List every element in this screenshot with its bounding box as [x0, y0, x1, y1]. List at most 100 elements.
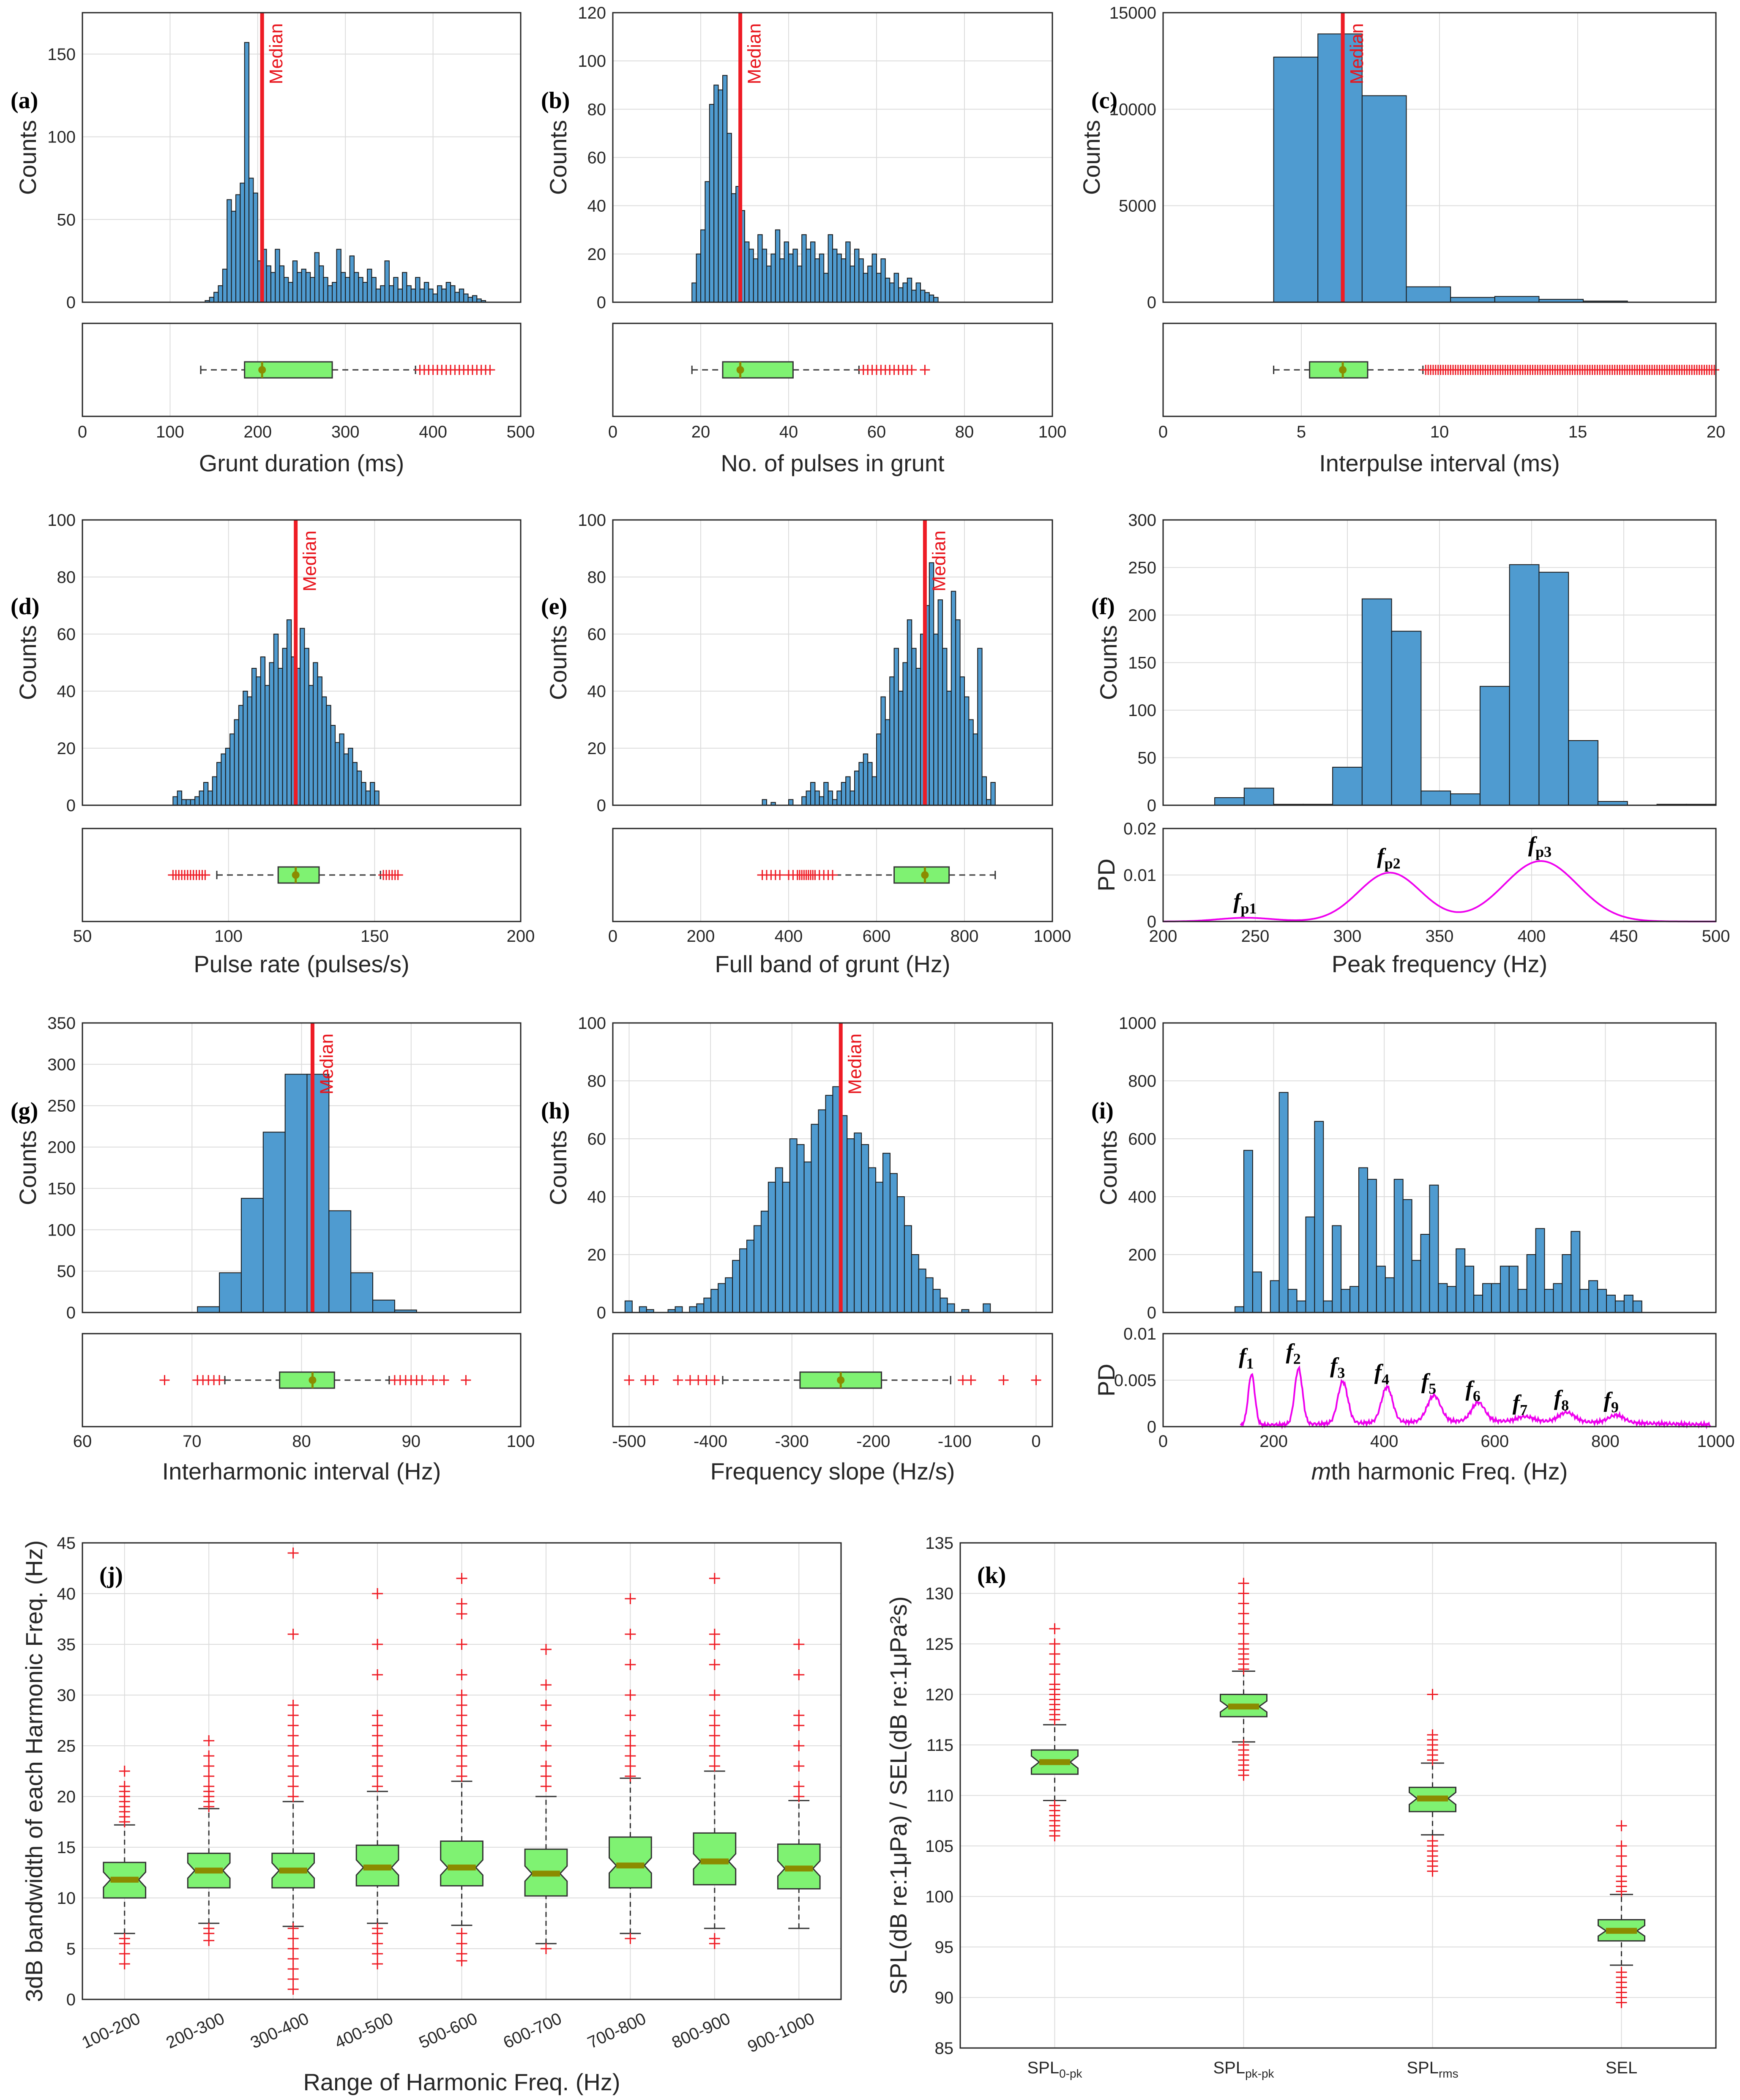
median-label: Median	[300, 530, 320, 591]
histogram-bar	[1420, 1234, 1430, 1313]
histogram-bar	[836, 790, 842, 806]
x-tick-label: SPL0-pk	[1027, 2059, 1082, 2080]
y-tick-label: 800	[1128, 1072, 1156, 1091]
histogram-bar	[810, 241, 816, 303]
y-tick-label: 135	[925, 1534, 953, 1553]
pdf-y-axis-title: PD	[1093, 1364, 1120, 1397]
x-tick-label: 300	[1333, 927, 1362, 946]
outlier-marker	[456, 1598, 467, 1609]
histogram-bar	[371, 277, 377, 303]
histogram-bar	[782, 1181, 790, 1313]
y-tick-label: 40	[587, 197, 606, 216]
histogram-bar	[203, 782, 209, 806]
y-tick-label: 95	[935, 1938, 954, 1957]
histogram-bar	[1571, 1231, 1581, 1313]
histogram-bar	[321, 696, 327, 806]
histogram-bar	[868, 1167, 877, 1313]
histogram-bar	[1553, 1283, 1563, 1313]
histogram-bar	[739, 1248, 748, 1313]
y-tick-label: 20	[587, 739, 606, 758]
x-tick-label: 800	[951, 927, 979, 946]
histogram-bar	[1406, 286, 1451, 303]
outlier-marker	[966, 1375, 976, 1385]
panel-f: 0 50 100 150 200 250 300 Counts (f) 0 0.01 0.02 PD fp…	[1091, 511, 1730, 977]
histogram-bar	[317, 676, 322, 806]
histogram-bar	[823, 782, 829, 806]
x-tick-label: 0	[1158, 1432, 1168, 1451]
outlier-marker	[456, 1700, 467, 1711]
x-axis-title: Pulse rate (pulses/s)	[194, 951, 409, 977]
x-tick-label: 5	[1297, 423, 1306, 441]
panel-g: Median 0 50 100 150 200 250 300 350 Counts (g) 60 70…	[11, 1014, 535, 1485]
histogram-bar	[339, 733, 344, 806]
histogram-bar	[288, 282, 293, 303]
outlier-marker	[1049, 1800, 1060, 1811]
y-tick-label: 15	[57, 1838, 76, 1857]
box-median	[448, 1865, 476, 1870]
histogram-bar	[841, 258, 847, 303]
histogram-bar	[902, 662, 908, 806]
y-tick-label: 110	[926, 1787, 953, 1805]
y-tick-label: 150	[47, 45, 76, 64]
histogram-bar	[986, 799, 992, 806]
x-tick-label: 700-800	[585, 2009, 649, 2052]
x-tick-label: 100	[1038, 423, 1067, 441]
box-median	[616, 1862, 645, 1869]
x-tick-label: 500	[1702, 927, 1730, 946]
outlier-marker	[456, 1938, 467, 1949]
histogram-bar	[1420, 790, 1451, 806]
panel-j: 0 5 10 15 20 25 30 35 40 45 100-200 200-300 300-400 4…	[21, 1534, 842, 2095]
y-tick-label: 60	[587, 1130, 606, 1148]
histogram-bar	[345, 277, 350, 303]
histogram-bar	[801, 796, 807, 806]
y-axis-title: 3dB bandwidth of each Harmonic Freq. (Hz…	[21, 1540, 47, 2002]
x-axis-title: Grunt duration (ms)	[199, 450, 404, 476]
y-tick-label: 0	[66, 1304, 76, 1322]
outlier-marker	[287, 1710, 299, 1721]
histogram-bar	[1296, 1300, 1306, 1313]
outlier-marker	[920, 365, 930, 375]
histogram-bar	[863, 753, 869, 806]
panel-b: Median 0 20 40 60 80 100 120 Counts (b) 0 20 40 60 80 1…	[541, 4, 1066, 476]
x-tick-label: 90	[402, 1432, 421, 1451]
outlier-marker	[709, 1659, 720, 1670]
outlier-marker	[625, 1933, 636, 1944]
histogram-bar	[1491, 1283, 1501, 1313]
y-axis-title: Counts	[545, 120, 571, 195]
outlier-marker	[1616, 1820, 1627, 1832]
histogram-bar	[362, 282, 368, 303]
histogram-bar	[880, 696, 886, 806]
histogram-bar	[212, 776, 218, 806]
outlier-marker	[998, 1375, 1009, 1385]
histogram-bar	[1447, 1286, 1457, 1313]
outlier-marker	[1616, 1840, 1627, 1851]
histogram-bar	[882, 1153, 890, 1313]
outlier-marker	[625, 1761, 636, 1772]
outlier-marker	[709, 1761, 720, 1772]
histogram-bar	[788, 799, 794, 806]
peak-annotation: f4	[1374, 1360, 1389, 1388]
histogram-bar	[718, 89, 723, 303]
peak-annotation: f5	[1421, 1370, 1436, 1397]
histogram-bar	[256, 676, 261, 806]
histogram-bar	[1508, 1266, 1519, 1313]
x-axis-title: Peak frequency (Hz)	[1332, 951, 1547, 977]
histogram-bar	[1361, 95, 1407, 303]
outlier-marker	[119, 1781, 130, 1792]
boxplot-axes	[959, 1542, 1717, 2049]
x-tick-label: 150	[361, 927, 389, 946]
outlier-marker	[287, 1771, 299, 1782]
x-tick-label: 300-400	[248, 2009, 312, 2052]
histogram-bar	[279, 265, 285, 303]
x-tick-label: 200	[243, 423, 272, 441]
outlier-marker	[287, 1781, 299, 1792]
outlier-marker	[287, 1548, 299, 1559]
box-median	[1039, 1759, 1071, 1765]
histogram-bar	[292, 260, 298, 303]
histogram-axes	[1162, 12, 1717, 303]
x-tick-label: SEL	[1606, 2059, 1638, 2077]
peak-annotation: f2	[1286, 1340, 1300, 1367]
y-tick-label: 35	[57, 1635, 76, 1654]
x-tick-label: -500	[612, 1432, 646, 1451]
histogram-bar	[775, 1167, 783, 1313]
